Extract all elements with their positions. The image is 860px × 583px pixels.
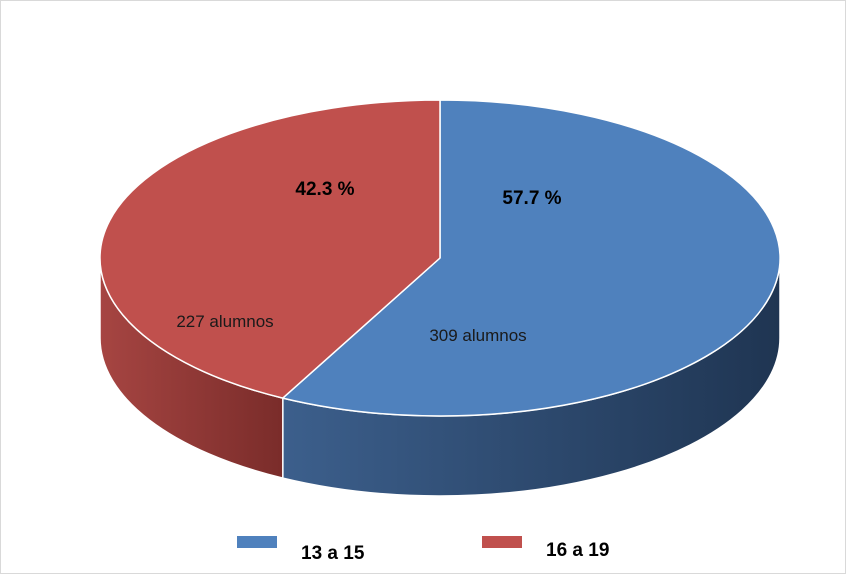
legend-swatch-13-15 — [237, 536, 277, 548]
slice-percent-label-16-19: 42.3 % — [295, 179, 354, 200]
legend-label-16-19: 16 a 19 — [546, 540, 609, 561]
legend: 13 a 15 16 a 19 — [237, 536, 609, 564]
legend-label-13-15: 13 a 15 — [301, 543, 365, 564]
slice-percent-label-13-15: 57.7 % — [502, 188, 561, 209]
slice-top-16-19 — [99, 99, 441, 399]
slice-count-label-16-19: 227 alumnos — [176, 312, 273, 331]
slice-top-13-15 — [282, 99, 781, 417]
legend-swatch-16-19 — [482, 536, 522, 548]
slice-count-label-13-15: 309 alumnos — [429, 326, 526, 345]
pie-tops — [99, 99, 781, 417]
